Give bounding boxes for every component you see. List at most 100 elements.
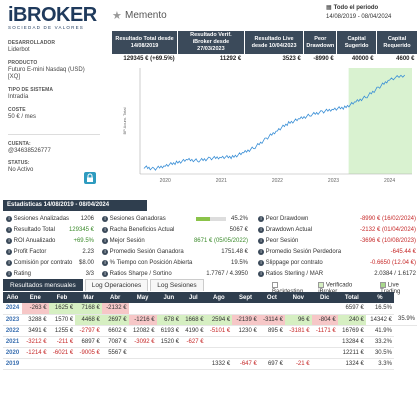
info-icon[interactable]: i xyxy=(258,227,264,233)
table-cell: 96 € xyxy=(284,314,312,326)
info-icon[interactable]: i xyxy=(102,271,108,277)
table-cell xyxy=(128,303,157,315)
stat-label: % Tiempo con Posición Abierta xyxy=(109,260,193,266)
table-cell: -21 € xyxy=(284,358,312,370)
monthly-results-table: Año Ene Feb Mar Abr May Jun Jul Ago Sept Oct Nov Dic… xyxy=(3,292,417,370)
col-header[interactable]: % xyxy=(365,292,394,303)
col-header[interactable]: May xyxy=(128,292,157,303)
info-icon[interactable]: i xyxy=(6,271,12,277)
stat-label: Profit Factor xyxy=(13,249,47,255)
legend-live[interactable]: Live Trading xyxy=(380,282,420,295)
sidebar: iBROKER SOCIEDAD DE VALORES DESARROLLADO… xyxy=(0,0,102,200)
stat-label: Promedio Sesión Ganadora xyxy=(109,249,184,255)
info-icon[interactable]: i xyxy=(6,238,12,244)
info-icon[interactable]: i xyxy=(258,216,264,222)
tab-sessions-log[interactable]: Log Sesiones xyxy=(150,279,204,291)
stat-value: 129345 € xyxy=(68,227,94,233)
stat-label: ROI Anualizado xyxy=(13,238,56,244)
header-val-drawdown: -8990 € xyxy=(313,56,334,62)
col-header[interactable]: Abr xyxy=(101,292,129,303)
col-header[interactable]: Nov xyxy=(284,292,312,303)
table-cell: -2797 € xyxy=(75,325,102,337)
table-cell: -3114 € xyxy=(258,314,285,326)
stat-row: i Ratios Sharpe / Sortino 1.7767 / 4.3950 xyxy=(100,269,248,279)
table-cell xyxy=(48,358,76,370)
ibroker-logo[interactable]: iBROKER xyxy=(8,4,97,26)
col-header[interactable]: Total xyxy=(337,292,366,303)
info-icon[interactable]: i xyxy=(102,227,108,233)
info-icon[interactable]: i xyxy=(102,238,108,244)
info-icon[interactable]: i xyxy=(258,249,264,255)
info-icon[interactable]: i xyxy=(102,249,108,255)
table-row: 2023 3288 €1570 €4468 €2697 € -1216 €678 €… xyxy=(3,314,417,326)
col-header[interactable]: Sept xyxy=(232,292,259,303)
table-cell xyxy=(205,347,233,359)
table-cell xyxy=(181,358,206,370)
info-icon[interactable]: i xyxy=(258,260,264,266)
table-cell xyxy=(258,336,285,348)
table-cell: -211 € xyxy=(48,336,76,348)
product-label: PRODUCTO xyxy=(8,60,38,66)
info-icon[interactable]: i xyxy=(6,227,12,233)
legend-backtesting[interactable]: Backtesting xyxy=(272,282,310,295)
info-icon[interactable]: i xyxy=(6,260,12,266)
stat-value: 19.5% xyxy=(230,260,248,266)
info-icon[interactable]: i xyxy=(102,260,108,266)
period-range: 14/08/2019 - 08/04/2024 xyxy=(326,14,392,20)
col-header[interactable]: Ago xyxy=(205,292,233,303)
header-val-suggested: 40000 € xyxy=(351,56,374,62)
table-cell: 6897 € xyxy=(75,336,102,348)
col-header[interactable]: Feb xyxy=(48,292,76,303)
lock-icon[interactable] xyxy=(84,172,96,184)
tab-monthly-results[interactable]: Resultados mensuales xyxy=(3,279,83,291)
col-header[interactable]: Oct xyxy=(258,292,285,303)
table-cell xyxy=(101,358,129,370)
table-row: 2022 3491 €1255 € -2797 €6602 €12082 €6193… xyxy=(3,325,417,337)
stat-value: 5067 € xyxy=(229,227,248,233)
table-cell xyxy=(181,347,206,359)
table-cell: 3491 € xyxy=(21,325,49,337)
table-cell: 3.3% xyxy=(365,358,394,370)
period-selector[interactable]: ▦ Todo el periodo 14/08/2019 - 08/04/202… xyxy=(326,4,418,28)
legend-verified[interactable]: Verificado iBroker xyxy=(318,282,372,295)
table-cell: 2022 xyxy=(3,325,22,337)
info-icon[interactable]: i xyxy=(258,271,264,277)
col-header[interactable]: Año xyxy=(3,292,22,303)
table-cell: 2021 xyxy=(3,336,22,348)
equity-chart: BP Acum. Total 2020 2021 2022 2023 2024 xyxy=(122,68,412,184)
header-col-verified: Resultado Verif. iBroker desde 27/03/202… xyxy=(177,31,245,54)
table-cell: 2594 € xyxy=(205,314,233,326)
info-icon[interactable]: i xyxy=(6,216,12,222)
table-cell: 13284 € xyxy=(337,336,366,348)
col-header[interactable]: Jun xyxy=(156,292,182,303)
stat-label: Drawdown Actual xyxy=(265,227,313,233)
live-trading-region xyxy=(348,68,412,174)
stat-row: i Slippage por contrato -0.6650 (12.04 €) xyxy=(256,258,416,268)
favorite-star-icon[interactable]: ★ xyxy=(112,10,122,22)
info-icon[interactable]: i xyxy=(258,238,264,244)
col-header[interactable]: Jul xyxy=(181,292,206,303)
table-cell: 6193 € xyxy=(156,325,182,337)
stat-value: 2.0384 / 1.6172 xyxy=(374,271,416,277)
stat-value: -8990 € (16/02/2024) xyxy=(359,216,416,222)
info-icon[interactable]: i xyxy=(6,249,12,255)
table-cell: 1570 € xyxy=(48,314,76,326)
info-icon[interactable]: i xyxy=(102,216,108,222)
table-cell: -2139 € xyxy=(232,314,259,326)
header-col-total: Resultado Total desde 14/08/2019 xyxy=(112,31,179,54)
stat-row: i Ratios Sterling / MAR 2.0384 / 1.6172 xyxy=(256,269,416,279)
legend: Backtesting Verificado iBroker Live Trad… xyxy=(272,282,420,295)
col-header[interactable]: Dic xyxy=(311,292,338,303)
stat-value: +69.5% xyxy=(73,238,94,244)
stat-row: i ROI Anualizado +69.5% xyxy=(4,236,94,246)
table-cell xyxy=(21,358,49,370)
header-col-live: Resultado Live desde 10/04/2023 xyxy=(244,31,305,54)
col-header[interactable]: Ene xyxy=(21,292,49,303)
stat-value: 3/3 xyxy=(85,271,94,277)
table-cell xyxy=(128,347,157,359)
table-cell xyxy=(232,303,259,315)
stat-value: 1.7767 / 4.3950 xyxy=(206,271,248,277)
tab-operations-log[interactable]: Log Operaciones xyxy=(84,279,149,291)
stat-label: Sesiones Ganadoras xyxy=(109,216,166,222)
col-header[interactable]: Mar xyxy=(75,292,102,303)
